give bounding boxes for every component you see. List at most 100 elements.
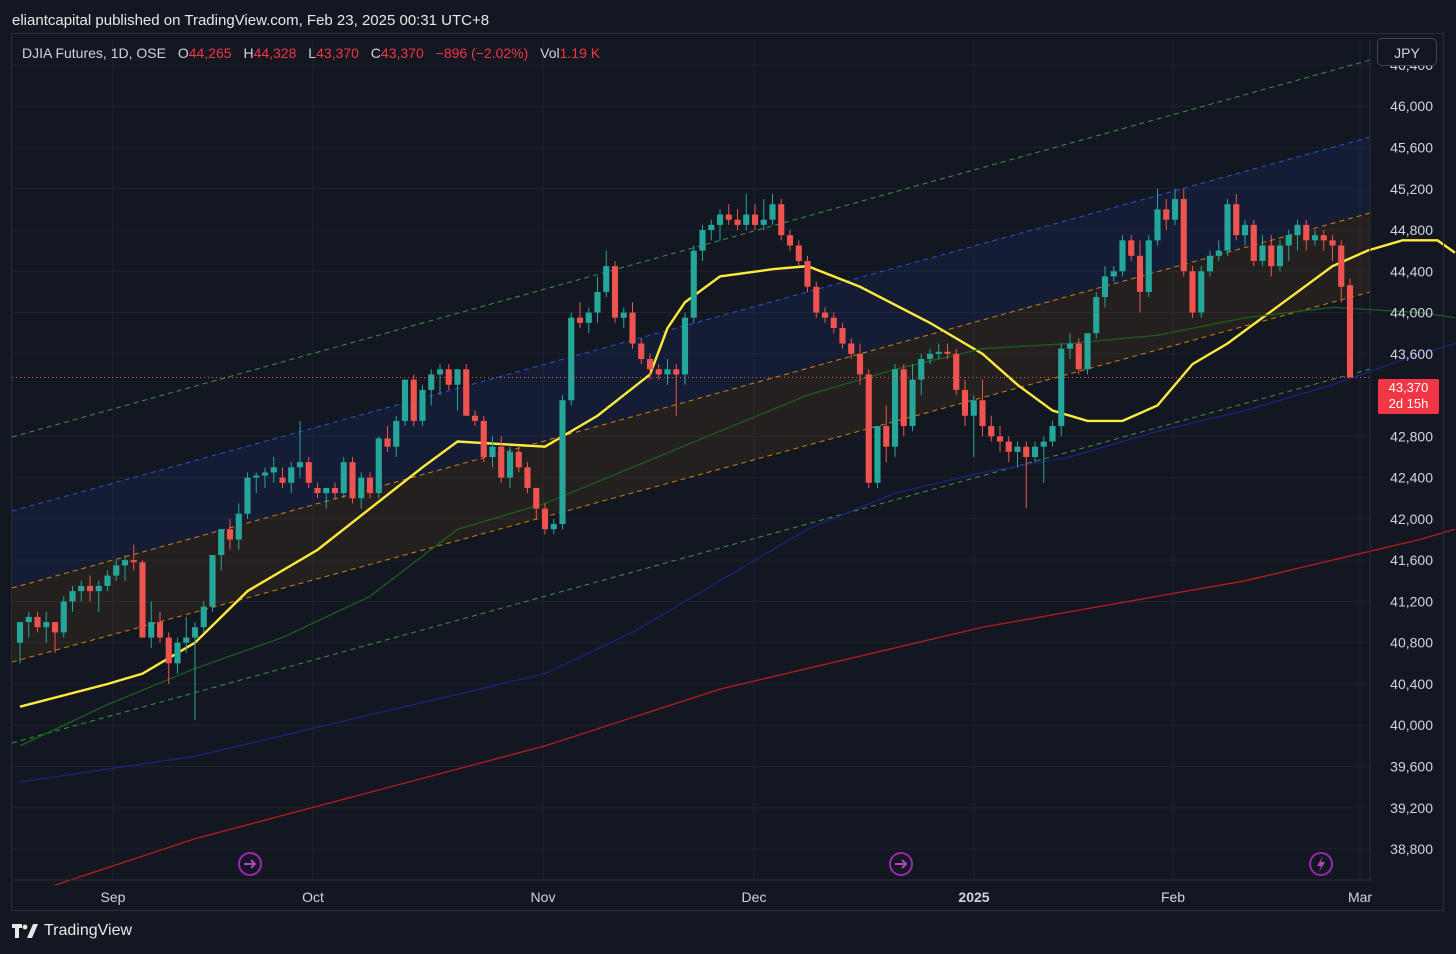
sma-20-line <box>19 239 1456 708</box>
candle-body <box>1320 235 1327 241</box>
channel-middle-band <box>12 213 1370 662</box>
candle <box>253 472 260 494</box>
candle-body <box>821 312 829 318</box>
candle-body <box>1163 209 1170 220</box>
candle <box>16 622 24 664</box>
candle-body <box>568 317 575 401</box>
candle <box>34 611 41 633</box>
price-tick-label: 42,400 <box>1390 470 1433 486</box>
candle-body <box>78 585 85 592</box>
candle <box>174 637 181 674</box>
candle-body <box>953 353 960 390</box>
candle <box>515 446 522 473</box>
candle <box>646 353 654 380</box>
candle-body <box>323 487 330 494</box>
candle-body <box>795 245 802 261</box>
candle-body <box>1189 271 1196 313</box>
candle <box>1189 266 1196 318</box>
candle <box>25 611 32 638</box>
price-tick-label: 44,000 <box>1390 305 1433 321</box>
candle-body <box>664 369 671 375</box>
candle <box>1005 436 1012 463</box>
candle <box>1338 240 1345 303</box>
candle-body <box>603 266 610 292</box>
price-tick-label: 46,000 <box>1390 98 1433 114</box>
currency-button[interactable]: JPY <box>1377 38 1437 66</box>
candle <box>1241 219 1249 246</box>
candle <box>926 348 934 365</box>
price-tick-label: 39,200 <box>1390 800 1433 816</box>
candle-body <box>988 426 995 437</box>
candle <box>428 369 435 406</box>
candle-body <box>769 204 776 220</box>
candle <box>1346 278 1354 378</box>
candle <box>393 415 400 457</box>
candle <box>506 446 514 488</box>
channel-line <box>11 59 1371 438</box>
candle-body <box>970 400 977 416</box>
candle-body <box>638 343 645 359</box>
candle-body <box>1294 224 1301 236</box>
price-tick-label: 43,600 <box>1390 346 1433 362</box>
candle-body <box>778 204 785 236</box>
candle-body <box>498 446 505 478</box>
candle-body <box>734 219 741 225</box>
candle <box>638 338 645 365</box>
time-tick-label: Nov <box>531 889 556 905</box>
candle-body <box>576 317 584 323</box>
high-value: 44,328 <box>253 45 297 61</box>
candle <box>559 395 566 530</box>
candle-body <box>218 529 225 556</box>
candle <box>891 364 899 457</box>
candlesticks <box>12 188 1370 721</box>
candle <box>664 358 671 385</box>
candle-body <box>1285 235 1292 246</box>
candle-body <box>95 585 102 592</box>
candle <box>900 364 907 437</box>
candle-body <box>1075 343 1082 370</box>
candle-body <box>1276 245 1284 267</box>
candle-body <box>34 616 41 628</box>
candle <box>935 343 942 359</box>
candle-body <box>1241 224 1249 236</box>
candle <box>95 580 102 612</box>
candle <box>1093 291 1100 339</box>
candle-body <box>1329 240 1336 246</box>
candle-body <box>156 622 164 638</box>
price-tick-label: 40,800 <box>1390 635 1433 651</box>
candle <box>1320 230 1327 251</box>
price-tick-label: 41,600 <box>1390 552 1433 568</box>
candle <box>366 472 374 499</box>
candle-body <box>340 462 347 494</box>
candle-body <box>428 374 435 390</box>
candle <box>804 255 811 292</box>
low-label: L <box>308 45 317 61</box>
footer-brand[interactable]: TradingView <box>12 922 132 940</box>
candle-body <box>979 400 986 427</box>
candle-body <box>1198 271 1205 313</box>
candle-body <box>524 467 531 488</box>
candle-body <box>786 235 794 246</box>
symbol-name[interactable]: DJIA Futures, 1D, OSE <box>22 45 166 61</box>
candle-body <box>279 477 286 483</box>
candle <box>576 302 584 329</box>
candle-body <box>305 462 312 483</box>
candle-body <box>620 312 627 318</box>
candle-body <box>235 513 242 540</box>
candle <box>331 482 339 499</box>
candle <box>953 348 960 396</box>
candle-body <box>935 351 942 354</box>
time-tick-label: Oct <box>302 889 324 905</box>
last-price-value: 43,370 <box>1388 380 1429 395</box>
candle <box>1180 188 1187 277</box>
candle-body <box>1110 271 1117 277</box>
candle <box>603 250 610 298</box>
candle-body <box>918 358 925 380</box>
open-label: O <box>177 45 189 61</box>
candle <box>323 487 330 509</box>
candle <box>1040 436 1047 483</box>
candle-body <box>716 214 724 225</box>
candle-body <box>1066 343 1074 349</box>
candle <box>585 307 592 334</box>
